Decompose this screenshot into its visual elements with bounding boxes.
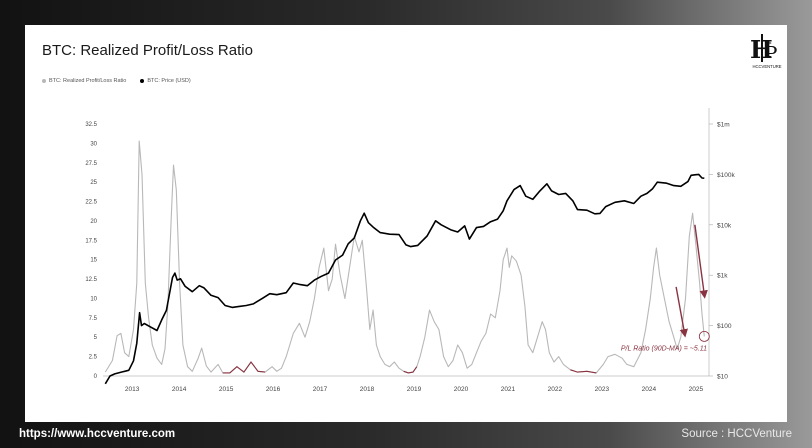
left-tick-label: 0 bbox=[94, 374, 98, 380]
legend-item-price: BTC: Price (USD) bbox=[140, 78, 191, 84]
x-tick-label: 2023 bbox=[595, 386, 610, 393]
svg-text:HCCVENTURE: HCCVENTURE bbox=[752, 64, 781, 69]
legend-dot-ratio bbox=[42, 79, 46, 83]
left-tick-label: 20 bbox=[90, 219, 97, 225]
chart-legend: BTC: Realized Profit/Loss Ratio BTC: Pri… bbox=[42, 78, 191, 84]
x-tick-label: 2015 bbox=[219, 386, 234, 393]
annotation-arrow-2024 bbox=[675, 286, 688, 338]
left-tick-label: 27.5 bbox=[85, 161, 97, 167]
x-tick-label: 2021 bbox=[501, 386, 516, 393]
x-tick-label: 2017 bbox=[313, 386, 328, 393]
right-tick-label: $100k bbox=[717, 172, 735, 179]
annotation-label: P/L Ratio (90D-MA) = ~5.11 bbox=[621, 345, 707, 352]
low-ratio-band bbox=[222, 361, 266, 374]
left-tick-label: 15 bbox=[90, 258, 97, 264]
left-tick-label: 5 bbox=[94, 335, 98, 341]
left-tick-label: 30 bbox=[90, 141, 97, 147]
hccventure-logo: H Þ HCCVENTURE bbox=[747, 30, 787, 70]
x-tick-label: 2022 bbox=[548, 386, 563, 393]
legend-dot-price bbox=[140, 79, 145, 83]
legend-label-price: BTC: Price (USD) bbox=[147, 78, 191, 84]
left-tick-label: 22.5 bbox=[85, 200, 97, 206]
x-tick-label: 2013 bbox=[125, 386, 140, 393]
left-tick-label: 7.5 bbox=[89, 316, 98, 322]
x-tick-label: 2018 bbox=[360, 386, 375, 393]
x-tick-label: 2024 bbox=[642, 386, 657, 393]
left-tick-label: 25 bbox=[90, 180, 97, 186]
annotation-arrow-2025 bbox=[694, 224, 708, 299]
x-tick-label: 2025 bbox=[689, 386, 704, 393]
right-tick-label: $1m bbox=[717, 122, 730, 129]
chart-card: BTC: Realized Profit/Loss Ratio H Þ HCCV… bbox=[25, 25, 787, 422]
svg-text:Þ: Þ bbox=[764, 38, 778, 62]
low-ratio-band bbox=[570, 369, 597, 374]
x-tick-label: 2020 bbox=[454, 386, 469, 393]
right-tick-label: $10k bbox=[717, 222, 732, 229]
footer-source: Source : HCCVenture bbox=[681, 428, 792, 440]
x-tick-label: 2019 bbox=[407, 386, 422, 393]
chart-title: BTC: Realized Profit/Loss Ratio bbox=[42, 42, 253, 59]
left-tick-label: 2.5 bbox=[89, 355, 98, 361]
legend-item-ratio: BTC: Realized Profit/Loss Ratio bbox=[42, 78, 126, 84]
left-tick-label: 12.5 bbox=[85, 277, 97, 283]
chart-plot: 0 2.5 5 7.5 10 12.5 15 17.5 20 22.5 25 27.5 30 32.5 $1… bbox=[85, 108, 735, 393]
left-tick-label: 10 bbox=[90, 296, 97, 302]
footer-url[interactable]: https://www.hccventure.com bbox=[19, 428, 176, 440]
series-line-btc-price bbox=[104, 173, 705, 385]
right-tick-label: $1k bbox=[717, 273, 728, 280]
left-tick-label: 32.5 bbox=[85, 122, 97, 128]
x-tick-label: 2016 bbox=[266, 386, 281, 393]
x-tick-label: 2014 bbox=[172, 386, 187, 393]
series-line-realized-pl-ratio bbox=[104, 140, 705, 374]
right-tick-label: $10 bbox=[717, 374, 728, 381]
left-tick-label: 17.5 bbox=[85, 238, 97, 244]
right-tick-label: $100 bbox=[717, 323, 732, 330]
annotation-circle bbox=[698, 330, 710, 342]
legend-label-ratio: BTC: Realized Profit/Loss Ratio bbox=[49, 78, 127, 84]
low-ratio-band bbox=[403, 366, 418, 374]
